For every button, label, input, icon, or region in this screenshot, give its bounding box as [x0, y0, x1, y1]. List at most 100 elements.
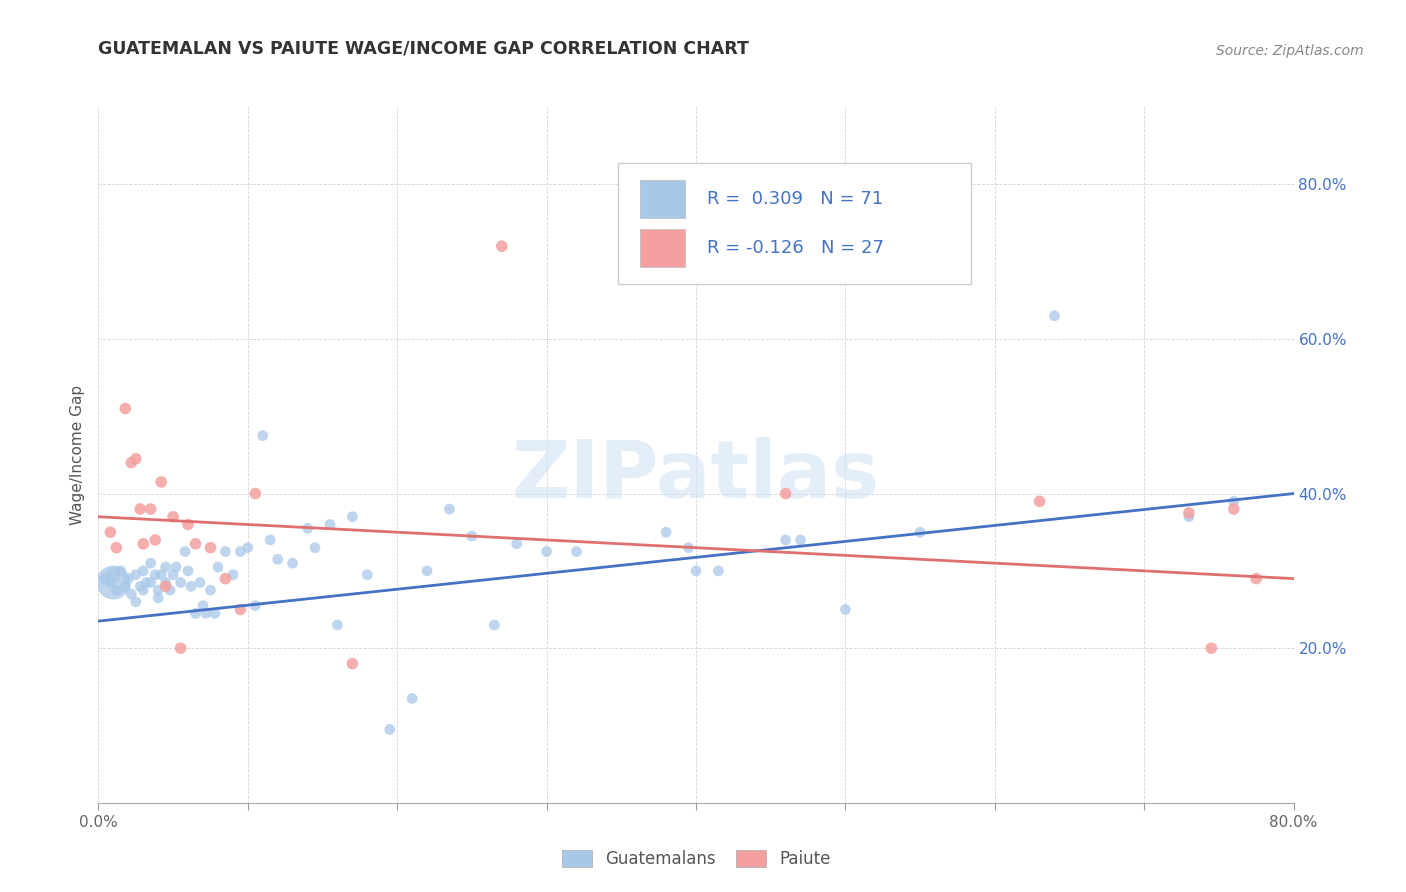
Point — [1223, 494, 1246, 508]
Point — [378, 723, 401, 737]
Point — [655, 525, 678, 540]
Point — [114, 401, 136, 416]
Legend: Guatemalans, Paiute: Guatemalans, Paiute — [555, 843, 837, 874]
Point — [110, 564, 132, 578]
Point — [155, 560, 177, 574]
Point — [236, 541, 259, 555]
Point — [461, 529, 484, 543]
Point — [150, 567, 173, 582]
Point — [98, 575, 122, 590]
Point — [114, 579, 136, 593]
Point — [155, 575, 177, 590]
Point — [150, 475, 173, 489]
Point — [169, 641, 191, 656]
Point — [439, 502, 461, 516]
Point — [139, 502, 162, 516]
Point — [1043, 309, 1066, 323]
Point — [229, 602, 252, 616]
Point — [165, 560, 187, 574]
Point — [105, 583, 128, 598]
Point — [200, 541, 222, 555]
Point — [267, 552, 290, 566]
Point — [188, 575, 211, 590]
Point — [169, 575, 191, 590]
Point — [143, 567, 166, 582]
Text: R = -0.126   N = 27: R = -0.126 N = 27 — [707, 239, 884, 257]
Point — [775, 486, 797, 500]
Point — [342, 657, 364, 671]
Point — [162, 567, 184, 582]
Point — [120, 587, 142, 601]
Point — [105, 541, 128, 555]
Point — [139, 575, 162, 590]
Point — [214, 572, 236, 586]
Point — [148, 583, 170, 598]
Point — [214, 544, 236, 558]
Point — [342, 509, 364, 524]
Point — [143, 533, 166, 547]
Point — [174, 544, 197, 558]
Point — [245, 599, 267, 613]
Point — [207, 560, 229, 574]
Point — [685, 564, 707, 578]
Point — [125, 567, 148, 582]
Point — [281, 556, 304, 570]
Point — [132, 564, 155, 578]
Point — [484, 618, 506, 632]
Point — [491, 239, 513, 253]
Point — [98, 525, 122, 540]
Point — [148, 591, 170, 605]
Point — [1178, 506, 1201, 520]
Text: R =  0.309   N = 71: R = 0.309 N = 71 — [707, 190, 883, 208]
Point — [401, 691, 423, 706]
Point — [177, 564, 200, 578]
Point — [125, 595, 148, 609]
Point — [139, 556, 162, 570]
Point — [155, 579, 177, 593]
Point — [506, 537, 529, 551]
Point — [129, 502, 152, 516]
Point — [117, 572, 139, 586]
Point — [908, 525, 931, 540]
Y-axis label: Wage/Income Gap: Wage/Income Gap — [69, 384, 84, 525]
Text: Source: ZipAtlas.com: Source: ZipAtlas.com — [1216, 44, 1364, 58]
Point — [132, 537, 155, 551]
Point — [229, 544, 252, 558]
Point — [319, 517, 342, 532]
Point — [304, 541, 326, 555]
Point — [132, 583, 155, 598]
Point — [194, 607, 218, 621]
Point — [416, 564, 439, 578]
Point — [129, 579, 152, 593]
Point — [184, 537, 207, 551]
Point — [180, 579, 202, 593]
Point — [565, 544, 588, 558]
Point — [259, 533, 281, 547]
FancyBboxPatch shape — [619, 162, 970, 285]
Point — [707, 564, 730, 578]
Point — [103, 567, 125, 582]
Bar — [640, 229, 685, 267]
Point — [252, 428, 274, 442]
Point — [191, 599, 214, 613]
Point — [94, 572, 117, 586]
Point — [159, 583, 181, 598]
Point — [1223, 502, 1246, 516]
Point — [103, 575, 125, 590]
Point — [1244, 572, 1267, 586]
Point — [678, 541, 700, 555]
Point — [120, 456, 142, 470]
Point — [245, 486, 267, 500]
Point — [356, 567, 378, 582]
Point — [204, 607, 226, 621]
Point — [775, 533, 797, 547]
Point — [222, 567, 245, 582]
Point — [1028, 494, 1050, 508]
Point — [536, 544, 558, 558]
Point — [1178, 509, 1201, 524]
Point — [200, 583, 222, 598]
Point — [326, 618, 349, 632]
Point — [1201, 641, 1223, 656]
Point — [135, 575, 157, 590]
Text: GUATEMALAN VS PAIUTE WAGE/INCOME GAP CORRELATION CHART: GUATEMALAN VS PAIUTE WAGE/INCOME GAP COR… — [98, 40, 749, 58]
